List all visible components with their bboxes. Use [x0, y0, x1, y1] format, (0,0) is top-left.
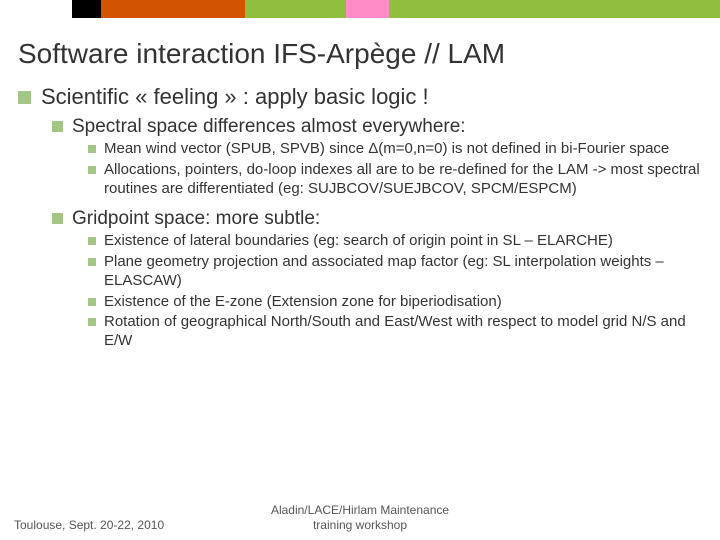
bullet-icon [88, 318, 96, 326]
bullet-icon [88, 258, 96, 266]
level3-item: Allocations, pointers, do-loop indexes a… [88, 161, 720, 199]
bullet-icon [52, 213, 63, 224]
bullet-icon [88, 166, 96, 174]
footer-center-line2: training workshop [313, 518, 407, 532]
level3-text: Mean wind vector (SPUB, SPVB) since Δ(m=… [104, 140, 669, 159]
level3-text: Allocations, pointers, do-loop indexes a… [104, 161, 700, 199]
level3-text: Existence of the E-zone (Extension zone … [104, 293, 502, 312]
bullet-icon [18, 91, 31, 104]
bullet-icon [88, 145, 96, 153]
level3-text: Rotation of geographical North/South and… [104, 313, 700, 351]
footer-center-line1: Aladin/LACE/Hirlam Maintenance [271, 503, 449, 517]
level3-item: Plane geometry projection and associated… [88, 253, 720, 291]
slide-content: Scientific « feeling » : apply basic log… [0, 84, 720, 351]
level3-item: Existence of the E-zone (Extension zone … [88, 293, 720, 312]
slide-title: Software interaction IFS-Arpège // LAM [0, 18, 720, 84]
level2-text: Spectral space differences almost everyw… [72, 116, 466, 138]
footer-left: Toulouse, Sept. 20-22, 2010 [14, 518, 164, 532]
level3-text: Plane geometry projection and associated… [104, 253, 700, 291]
level3-item: Existence of lateral boundaries (eg: sea… [88, 232, 720, 251]
bullet-icon [52, 121, 63, 132]
level3-item: Mean wind vector (SPUB, SPVB) since Δ(m=… [88, 140, 720, 159]
level3-item: Rotation of geographical North/South and… [88, 313, 720, 351]
level2-item: Spectral space differences almost everyw… [52, 116, 720, 138]
bullet-icon [88, 237, 96, 245]
level2-text: Gridpoint space: more subtle: [72, 208, 320, 230]
bullet-icon [88, 298, 96, 306]
level1-text: Scientific « feeling » : apply basic log… [41, 84, 429, 110]
level2-item: Gridpoint space: more subtle: [52, 208, 720, 230]
level1-item: Scientific « feeling » : apply basic log… [18, 84, 720, 110]
top-banner [0, 0, 720, 18]
level3-text: Existence of lateral boundaries (eg: sea… [104, 232, 613, 251]
